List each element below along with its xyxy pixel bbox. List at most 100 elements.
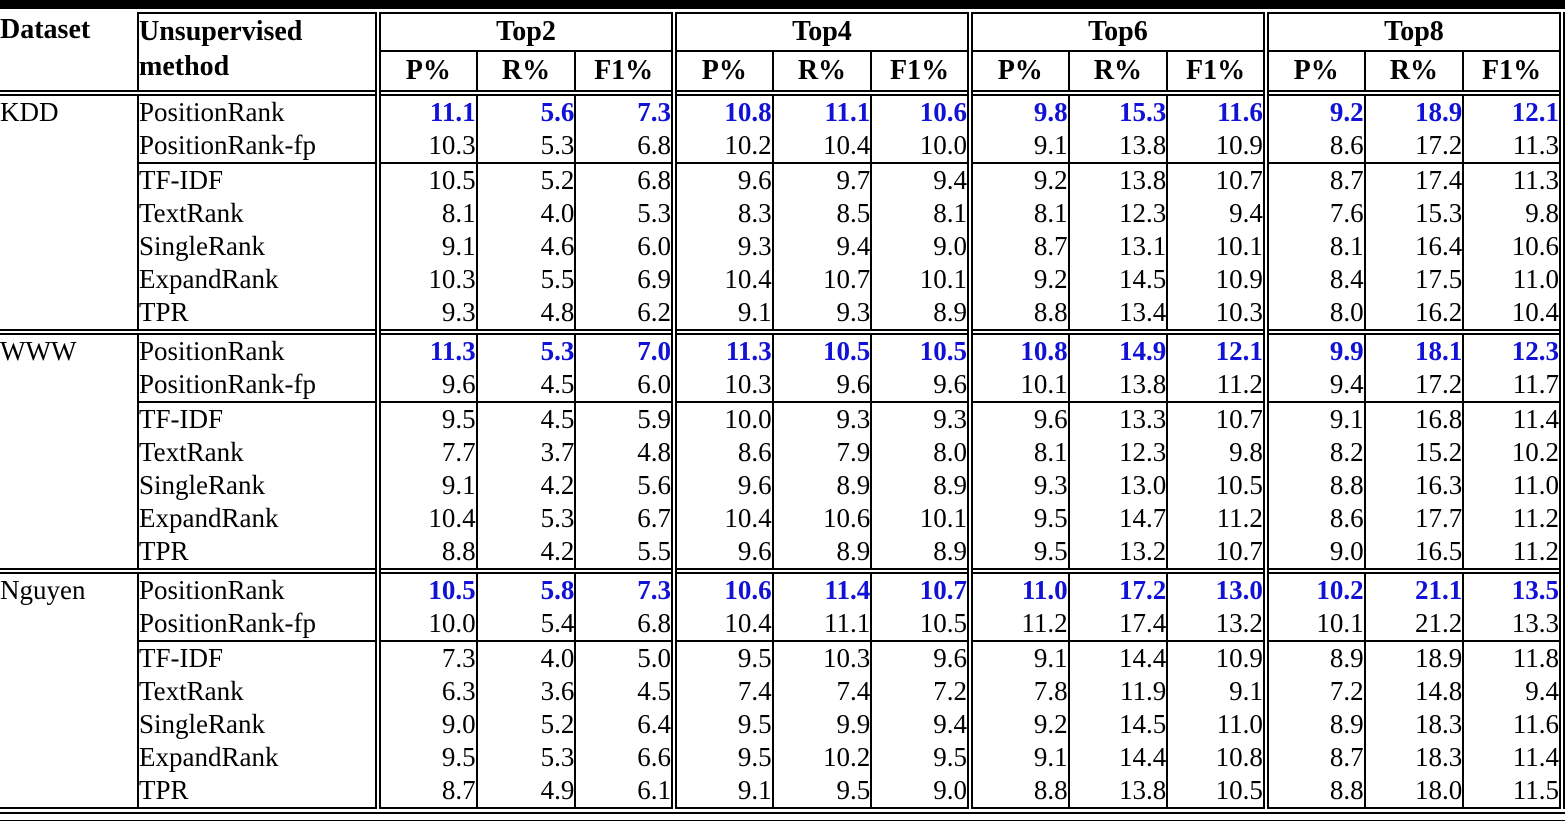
value-cell: 8.2 (1262, 436, 1365, 469)
table-row: ExpandRank 10.4 5.3 6.7 10.4 10.6 10.1 9.5 14.7 1… (0, 502, 1565, 535)
value-cell: 10.4 (670, 607, 773, 641)
value-cell: 13.0 (1067, 469, 1168, 502)
value-cell: 7.3 (574, 568, 674, 607)
value-cell: 5.3 (475, 741, 576, 774)
value-cell: 4.5 (475, 401, 576, 436)
value-cell: 11.4 (1462, 741, 1565, 774)
value-cell: 10.7 (1166, 162, 1266, 197)
table-row: TF-IDF 9.5 4.5 5.9 10.0 9.3 9.3 9.6 13.3 10.7 9.1 1… (0, 401, 1565, 436)
value-cell: 9.0 (870, 230, 970, 263)
value-cell: 6.8 (574, 162, 674, 197)
value-cell: 14.5 (1067, 708, 1168, 741)
value-cell: 9.1 (375, 469, 477, 502)
value-cell: 6.0 (574, 230, 674, 263)
value-cell: 11.2 (1462, 502, 1565, 535)
metric-header-p: P% (375, 51, 477, 93)
value-cell: 10.5 (870, 329, 970, 368)
value-cell: 13.8 (1067, 162, 1168, 197)
value-cell: 5.0 (574, 640, 674, 675)
value-cell: 17.4 (1067, 607, 1168, 641)
table-row: TPR 8.8 4.2 5.5 9.6 8.9 8.9 9.5 13.2 10.7 9.0 16.5 1… (0, 535, 1565, 571)
method-cell: PositionRank-fp (137, 607, 381, 641)
value-cell: 5.2 (475, 708, 576, 741)
value-cell: 10.3 (375, 129, 477, 163)
method-cell: ExpandRank (137, 502, 381, 535)
method-cell: ExpandRank (137, 263, 381, 296)
dataset-cell: WWW (0, 329, 138, 571)
value-cell: 16.5 (1363, 535, 1464, 571)
value-cell: 8.8 (375, 535, 477, 571)
value-cell: 11.9 (1067, 675, 1168, 708)
value-cell: 5.9 (574, 401, 674, 436)
value-cell: 5.8 (475, 568, 576, 607)
value-cell: 21.2 (1363, 607, 1464, 641)
value-cell: 10.5 (1166, 469, 1266, 502)
method-cell: TF-IDF (137, 640, 381, 675)
value-cell: 14.8 (1363, 675, 1464, 708)
value-cell: 14.9 (1067, 329, 1168, 368)
value-cell: 9.2 (1262, 90, 1365, 129)
metric-header-r: R% (475, 51, 576, 93)
value-cell: 10.5 (1166, 774, 1266, 808)
value-cell: 10.2 (771, 741, 872, 774)
value-cell: 18.9 (1363, 640, 1464, 675)
value-cell: 17.4 (1363, 162, 1464, 197)
value-cell: 5.2 (475, 162, 576, 197)
group-header-top4: Top4 (670, 12, 970, 52)
value-cell: 8.9 (771, 535, 872, 571)
value-cell: 6.4 (574, 708, 674, 741)
value-cell: 9.5 (966, 535, 1069, 571)
value-cell: 6.6 (574, 741, 674, 774)
value-cell: 9.1 (1262, 401, 1365, 436)
value-cell: 10.6 (870, 90, 970, 129)
metric-header-f1: F1% (574, 51, 674, 93)
value-cell: 14.7 (1067, 502, 1168, 535)
value-cell: 8.7 (1262, 741, 1365, 774)
value-cell: 8.6 (1262, 502, 1365, 535)
value-cell: 10.1 (870, 502, 970, 535)
value-cell: 4.2 (475, 469, 576, 502)
value-cell: 8.4 (1262, 263, 1365, 296)
value-cell: 8.7 (375, 774, 477, 808)
header-row-groups: Dataset Unsupervised method Top2 Top4 To… (0, 12, 1565, 93)
value-cell: 10.1 (1262, 607, 1365, 641)
method-cell: SingleRank (137, 708, 381, 741)
dataset-cell: KDD (0, 90, 138, 332)
table-row: ExpandRank 9.5 5.3 6.6 9.5 10.2 9.5 9.1 14.4 10.8… (0, 741, 1565, 774)
table-row: Nguyen PositionRank 10.5 5.8 7.3 10.6 11.4 10.7… (0, 568, 1565, 808)
value-cell: 8.9 (1262, 640, 1365, 675)
column-header-method: Unsupervised method (137, 12, 381, 93)
table-row: PositionRank-fp 10.0 5.4 6.8 10.4 11.1 10.5 11.… (0, 607, 1565, 641)
value-cell: 9.4 (1166, 197, 1266, 230)
method-cell: PositionRank (137, 568, 381, 607)
value-cell: 10.5 (771, 329, 872, 368)
value-cell: 6.2 (574, 296, 674, 332)
value-cell: 10.8 (670, 90, 773, 129)
value-cell: 10.5 (375, 568, 477, 607)
value-cell: 11.0 (1166, 708, 1266, 741)
value-cell: 7.6 (1262, 197, 1365, 230)
value-cell: 5.3 (574, 197, 674, 230)
value-cell: 3.6 (475, 675, 576, 708)
value-cell: 3.7 (475, 436, 576, 469)
value-cell: 9.1 (670, 774, 773, 808)
value-cell: 11.2 (1166, 502, 1266, 535)
method-cell: TextRank (137, 197, 381, 230)
value-cell: 14.4 (1067, 741, 1168, 774)
metric-header-f1: F1% (870, 51, 970, 93)
dataset-cell: Nguyen (0, 568, 138, 808)
value-cell: 11.7 (1462, 368, 1565, 402)
value-cell: 7.8 (966, 675, 1069, 708)
value-cell: 4.0 (475, 640, 576, 675)
table-header: Dataset Unsupervised method Top2 Top4 To… (0, 12, 1565, 93)
value-cell: 4.8 (475, 296, 576, 332)
metric-header-p: P% (670, 51, 773, 93)
value-cell: 4.5 (475, 368, 576, 402)
value-cell: 8.8 (1262, 469, 1365, 502)
value-cell: 10.4 (1462, 296, 1565, 332)
value-cell: 10.1 (1166, 230, 1266, 263)
method-cell: TextRank (137, 675, 381, 708)
value-cell: 9.0 (870, 774, 970, 808)
method-cell: TextRank (137, 436, 381, 469)
